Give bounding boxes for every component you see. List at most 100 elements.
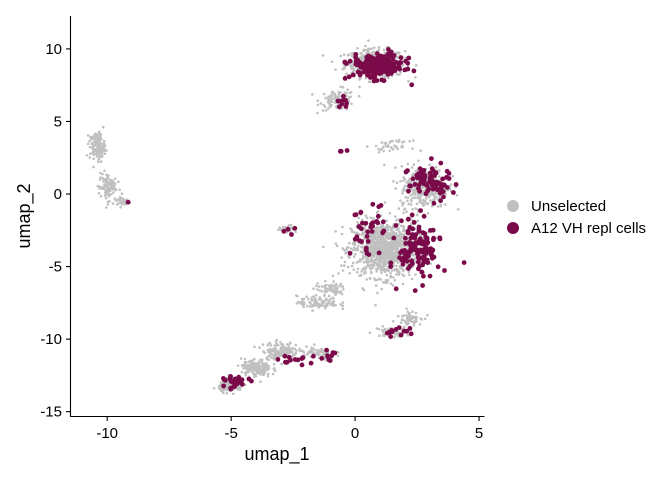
point-a12-vh-repl-cell xyxy=(308,360,314,366)
point-unselected xyxy=(377,327,381,331)
point-a12-vh-repl-cell xyxy=(402,248,407,253)
point-a12-vh-repl-cell xyxy=(412,288,418,293)
point-unselected xyxy=(258,346,261,349)
point-unselected xyxy=(395,273,398,276)
point-unselected xyxy=(329,94,333,98)
point-a12-vh-repl-cell xyxy=(437,181,443,186)
point-a12-vh-repl-cell xyxy=(406,55,412,61)
point-a12-vh-repl-cell xyxy=(299,362,305,368)
point-unselected xyxy=(302,302,306,305)
point-unselected xyxy=(101,177,105,180)
point-a12-vh-repl-cell xyxy=(381,62,386,68)
point-unselected xyxy=(325,298,328,302)
point-unselected xyxy=(371,238,375,241)
point-a12-vh-repl-cell xyxy=(415,259,421,265)
point-unselected xyxy=(101,154,104,158)
point-unselected xyxy=(363,232,366,236)
point-unselected xyxy=(390,269,394,272)
point-unselected xyxy=(386,228,389,232)
point-unselected xyxy=(341,301,345,304)
point-a12-vh-repl-cell xyxy=(388,49,394,55)
point-unselected xyxy=(228,383,232,386)
point-a12-vh-repl-cell xyxy=(246,376,252,382)
point-unselected xyxy=(370,260,374,263)
point-unselected xyxy=(375,254,379,258)
point-unselected xyxy=(383,201,387,204)
point-unselected xyxy=(392,268,396,272)
point-unselected xyxy=(396,244,400,247)
point-unselected xyxy=(380,287,384,291)
point-unselected xyxy=(374,284,378,287)
point-unselected xyxy=(380,269,383,272)
point-unselected xyxy=(275,343,278,347)
point-unselected xyxy=(253,367,257,371)
point-unselected xyxy=(415,202,419,206)
point-a12-vh-repl-cell xyxy=(365,229,371,235)
point-unselected xyxy=(350,66,353,69)
point-a12-vh-repl-cell xyxy=(421,273,426,279)
point-a12-vh-repl-cell xyxy=(409,212,415,218)
point-a12-vh-repl-cell xyxy=(363,220,369,226)
point-unselected xyxy=(330,104,333,107)
point-unselected xyxy=(395,268,399,272)
point-unselected xyxy=(408,313,411,316)
point-unselected xyxy=(318,289,322,292)
point-unselected xyxy=(251,371,254,374)
point-unselected xyxy=(250,367,253,370)
point-a12-vh-repl-cell xyxy=(453,182,459,187)
point-unselected xyxy=(296,295,299,298)
point-a12-vh-repl-cell xyxy=(412,182,418,187)
point-unselected xyxy=(370,235,374,239)
point-unselected xyxy=(384,239,387,243)
point-unselected xyxy=(422,203,426,207)
point-unselected xyxy=(455,194,459,197)
point-unselected xyxy=(387,245,390,249)
point-unselected xyxy=(385,251,389,255)
point-unselected xyxy=(360,245,363,249)
point-unselected xyxy=(373,277,376,280)
point-unselected xyxy=(395,139,398,143)
point-a12-vh-repl-cell xyxy=(125,199,131,205)
point-unselected xyxy=(120,192,124,195)
point-unselected xyxy=(394,254,397,257)
point-a12-vh-repl-cell xyxy=(337,148,343,154)
point-unselected xyxy=(336,96,340,99)
point-unselected xyxy=(405,307,408,310)
point-unselected xyxy=(266,343,270,347)
point-unselected xyxy=(266,355,270,358)
point-a12-vh-repl-cell xyxy=(403,235,408,241)
point-unselected xyxy=(272,367,276,371)
point-unselected xyxy=(101,172,104,176)
point-unselected xyxy=(356,247,359,251)
point-unselected xyxy=(436,205,440,208)
point-unselected xyxy=(336,286,339,290)
point-a12-vh-repl-cell xyxy=(347,250,353,256)
point-unselected xyxy=(368,331,372,335)
point-a12-vh-repl-cell xyxy=(427,273,433,279)
point-unselected xyxy=(408,139,412,143)
point-unselected xyxy=(403,320,407,323)
point-a12-vh-repl-cell xyxy=(420,262,426,268)
point-unselected xyxy=(337,272,340,275)
point-unselected xyxy=(259,358,262,362)
point-unselected xyxy=(397,138,401,142)
point-unselected xyxy=(378,334,381,338)
point-unselected xyxy=(231,392,235,396)
point-unselected xyxy=(401,145,404,149)
point-unselected xyxy=(347,53,351,56)
point-unselected xyxy=(392,336,396,339)
point-unselected xyxy=(253,345,256,349)
point-a12-vh-repl-cell xyxy=(375,213,381,219)
point-unselected xyxy=(326,100,330,104)
point-unselected xyxy=(388,251,391,255)
point-unselected xyxy=(88,145,92,149)
point-unselected xyxy=(396,331,400,334)
point-unselected xyxy=(316,99,320,103)
point-unselected xyxy=(341,247,345,250)
point-a12-vh-repl-cell xyxy=(335,98,341,104)
point-a12-vh-repl-cell xyxy=(398,332,404,338)
point-unselected xyxy=(278,226,282,229)
point-unselected xyxy=(263,371,267,375)
point-unselected xyxy=(343,248,346,252)
point-unselected xyxy=(123,203,127,206)
